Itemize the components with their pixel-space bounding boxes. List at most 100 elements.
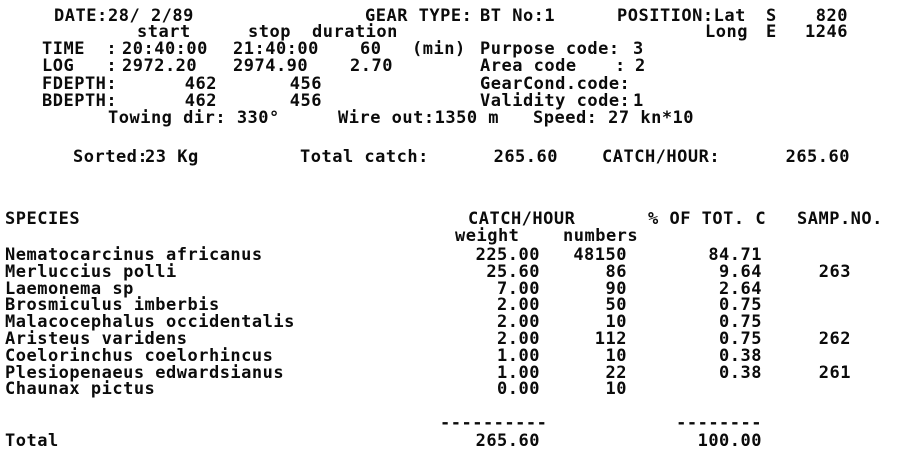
numbers-value: 90 [605, 278, 627, 299]
numbers-value: 10 [605, 312, 627, 333]
validity-code-label: Validity code: [480, 91, 631, 111]
weight-value: 225.00 [475, 245, 540, 265]
total-catch-label: Total catch: [300, 147, 429, 167]
species-name: Chaunax pictus [5, 379, 156, 400]
weight-value: 2.00 [497, 328, 540, 349]
species-name: Laemonema sp [5, 278, 134, 299]
validity-code-value: 1 [633, 91, 644, 111]
gearcond-code-label: GearCond.code: [480, 74, 631, 94]
pct-value: 2.64 [719, 278, 762, 299]
area-code-colon: : [615, 56, 626, 76]
log-start: 2972.20 [122, 56, 198, 76]
catch-hour-value: 265.60 [785, 147, 850, 167]
samp-no-value: 263 [818, 261, 851, 282]
species-name: Merluccius polli [5, 261, 177, 282]
position-lat-label: POSITION:Lat [617, 6, 746, 26]
fdepth-label: FDEPTH: [42, 74, 118, 94]
weight-value: 0.00 [497, 379, 540, 400]
column-header-duration: duration [312, 22, 398, 42]
total-row-label: Total [5, 431, 59, 451]
wire-out: Wire out:1350 m [338, 108, 500, 128]
species-name: Brosmiculus imberbis [5, 295, 220, 316]
pct-value: 0.75 [719, 295, 762, 316]
position-long-value: 1246 [805, 22, 848, 42]
table-row: Laemonema sp 7.00 90 2.64 [0, 278, 900, 299]
species-table: Nematocarcinus africanus 225.00 48150 84… [0, 245, 900, 400]
sorted-value: 23 Kg [145, 147, 199, 167]
position-long-hemisphere: E [766, 22, 777, 42]
table-row: Chaunax pictus 0.00 10 [0, 379, 900, 400]
column-header-stop: stop [248, 22, 291, 42]
position-lat-value: 820 [815, 6, 848, 26]
species-name: Plesiopenaeus edwardsianus [5, 362, 285, 383]
numbers-value: 48150 [573, 245, 627, 265]
species-name: Coelorinchus coelorhincus [5, 345, 274, 366]
table-row: Nematocarcinus africanus 225.00 48150 84… [0, 245, 900, 265]
date-label: DATE: [54, 6, 108, 26]
numbers-value: 112 [594, 328, 627, 349]
time-label: TIME : [42, 39, 118, 59]
bdepth-stop: 456 [289, 91, 322, 111]
time-stop: 21:40:00 [233, 39, 319, 59]
weight-value: 1.00 [497, 362, 540, 383]
sorted-label: Sorted: [73, 147, 149, 167]
area-code-value: 2 [635, 56, 646, 76]
numbers-value: 50 [605, 295, 627, 316]
pct-value: 0.75 [719, 312, 762, 333]
species-name: Nematocarcinus africanus [5, 245, 263, 265]
purpose-code-value: 3 [633, 39, 644, 59]
table-row: Brosmiculus imberbis 2.00 50 0.75 [0, 295, 900, 316]
species-column-header: SPECIES [5, 209, 81, 229]
pct-total-rule: -------- [676, 413, 762, 433]
pct-value: 9.64 [719, 261, 762, 282]
samp-no-value: 262 [818, 328, 851, 349]
weight-total-rule: ---------- [440, 413, 548, 433]
weight-value: 2.00 [497, 312, 540, 333]
samp-no-column-header: SAMP.NO. [797, 209, 883, 229]
table-row: Plesiopenaeus edwardsianus 1.00 22 0.38 … [0, 362, 900, 383]
purpose-code-label: Purpose code: [480, 39, 620, 59]
towing-dir: Towing dir: 330° [108, 108, 280, 128]
weight-value: 25.60 [486, 261, 540, 282]
catch-hour-column-header: CATCH/HOUR [468, 209, 576, 229]
total-weight-value: 265.60 [475, 431, 540, 451]
catch-hour-label: CATCH/HOUR: [602, 147, 721, 167]
pct-tot-column-header: % OF TOT. C [648, 209, 767, 229]
log-duration: 2.70 [350, 56, 393, 76]
numbers-value: 10 [605, 379, 627, 400]
pct-value: 0.38 [719, 345, 762, 366]
total-pct-value: 100.00 [697, 431, 762, 451]
log-label: LOG : [42, 56, 118, 76]
weight-value: 7.00 [497, 278, 540, 299]
column-header-start: start [137, 22, 191, 42]
time-duration-unit: (min) [412, 39, 466, 59]
numbers-value: 10 [605, 345, 627, 366]
gear-type-value: BT No:1 [480, 6, 556, 26]
position-lat-hemisphere: S [766, 6, 777, 26]
species-name: Aristeus varidens [5, 328, 188, 349]
time-start: 20:40:00 [122, 39, 208, 59]
fdepth-start: 462 [184, 74, 217, 94]
pct-value: 0.38 [719, 362, 762, 383]
fdepth-stop: 456 [289, 74, 322, 94]
bdepth-start: 462 [184, 91, 217, 111]
numbers-value: 22 [605, 362, 627, 383]
species-name: Malacocephalus occidentalis [5, 312, 295, 333]
log-stop: 2974.90 [233, 56, 309, 76]
date-value: 28/ 2/89 [108, 6, 194, 26]
table-row: Aristeus varidens 2.00 112 0.75 262 [0, 328, 900, 349]
weight-value: 2.00 [497, 295, 540, 316]
weight-value: 1.00 [497, 345, 540, 366]
speed: Speed: 27 kn*10 [533, 108, 695, 128]
samp-no-value: 261 [818, 362, 851, 383]
table-row: Malacocephalus occidentalis 2.00 10 0.75 [0, 312, 900, 333]
time-duration: 60 [360, 39, 382, 59]
position-long-label: Long [705, 22, 748, 42]
total-catch-value: 265.60 [493, 147, 558, 167]
numbers-subheader: numbers [563, 226, 639, 246]
area-code-label: Area code [480, 56, 577, 76]
table-row: Merluccius polli 25.60 86 9.64 263 [0, 261, 900, 282]
numbers-value: 86 [605, 261, 627, 282]
pct-value: 0.75 [719, 328, 762, 349]
